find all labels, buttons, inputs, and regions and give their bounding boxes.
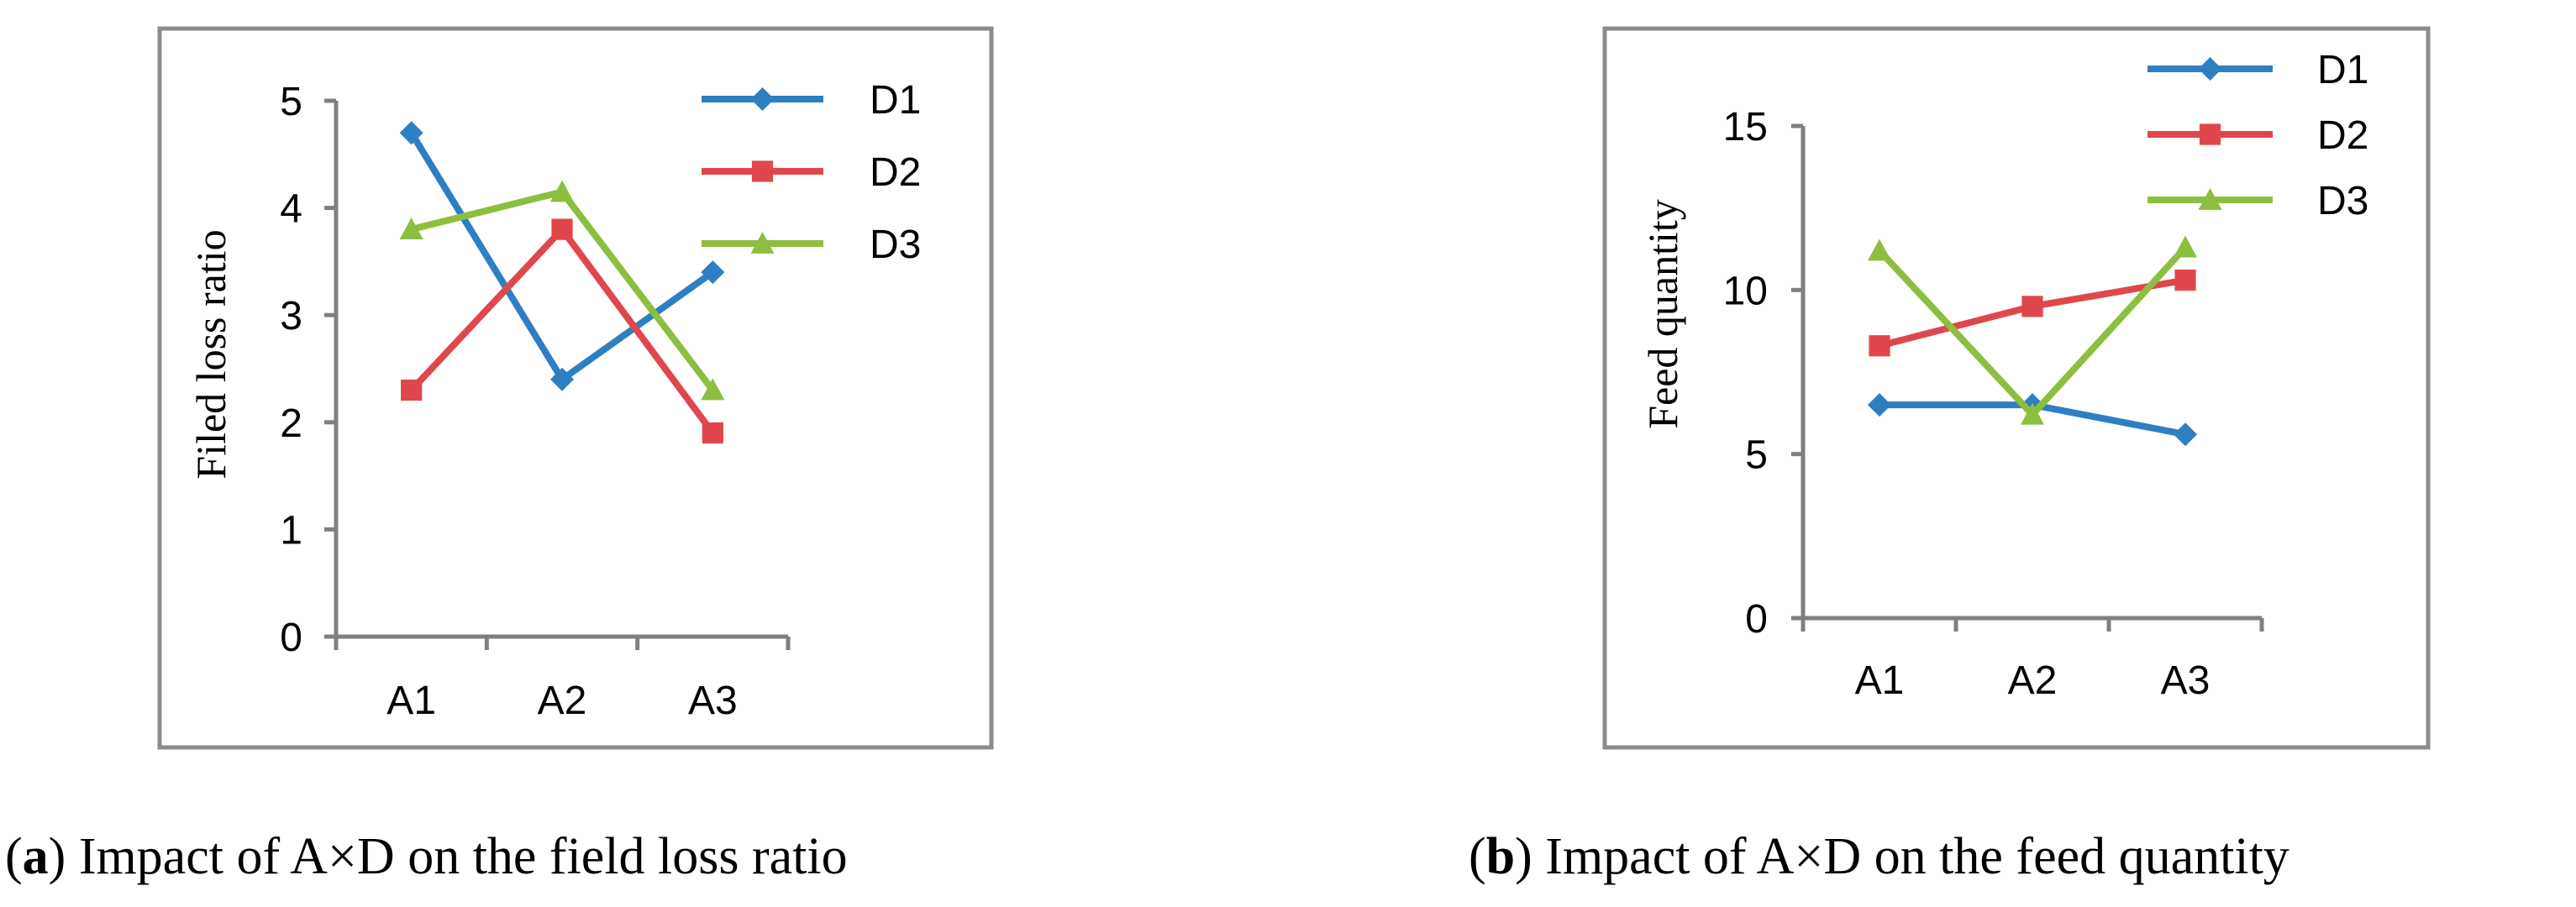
data-point-d2 (401, 379, 423, 401)
legend: D1 D2 D3 (702, 78, 921, 267)
y-tick-label: 0 (280, 616, 302, 660)
data-point-d3 (701, 378, 725, 401)
legend: D1 D2 D3 (2148, 48, 2368, 223)
series-layer (399, 121, 725, 444)
y-tick-label: 4 (280, 187, 302, 232)
data-point-d3 (2021, 402, 2044, 425)
chart-panel-a: Filed loss ratio 0 1 2 3 4 5 A1 A2 A3 D1 D2 D3 (157, 26, 994, 750)
data-point-d2 (2174, 270, 2196, 291)
data-point-d1 (701, 260, 725, 285)
data-point-d1 (550, 367, 574, 391)
x-tick-label: A3 (688, 679, 738, 723)
legend-marker-d3 (750, 232, 775, 254)
series-layer (1868, 235, 2197, 447)
legend-marker-d1 (750, 87, 775, 111)
legend-label-d3: D3 (2317, 179, 2368, 223)
legend-marker-d2 (2199, 123, 2221, 145)
y-tick-label: 1 (280, 508, 302, 553)
legend-label-d1: D1 (2317, 48, 2368, 92)
caption-text: Impact of A×D on the field loss ratio (66, 828, 847, 885)
y-tick-label: 2 (280, 401, 302, 446)
y-tick-label: 15 (1723, 105, 1768, 149)
legend-label-d3: D3 (870, 223, 921, 267)
chart-frame (1602, 26, 2431, 750)
caption-b: (b) Impact of A×D on the feed quantity (1469, 828, 2289, 885)
caption-letter: b (1486, 828, 1515, 885)
y-tick-label: 10 (1723, 269, 1768, 313)
y-tick-label: 3 (280, 294, 302, 338)
data-point-d3 (550, 180, 574, 202)
legend-label-d1: D1 (870, 78, 921, 123)
y-axis-title: Feed quantity (1639, 199, 1686, 429)
y-axis-title: Filed loss ratio (187, 229, 234, 479)
caption-a: (a) Impact of A×D on the field loss rati… (5, 828, 848, 885)
x-tick-label: A3 (2161, 658, 2211, 703)
data-point-d2 (702, 422, 723, 444)
x-tick-label: A2 (538, 679, 587, 723)
data-point-d1 (1868, 393, 1891, 417)
legend-label-d2: D2 (870, 150, 921, 195)
x-tick-label: A2 (2008, 658, 2058, 703)
caption-letter: a (23, 828, 49, 885)
chart-frame (157, 26, 994, 750)
legend-label-d2: D2 (2317, 113, 2368, 158)
chart-panel-b: Feed quantity 0 5 10 15 A1 A2 A3 D1 D2 D3 (1602, 26, 2431, 750)
axes: 0 1 2 3 4 5 A1 A2 A3 (280, 80, 791, 723)
y-tick-label: 5 (280, 80, 302, 124)
data-point-d1 (2174, 422, 2197, 447)
data-point-d3 (2174, 235, 2197, 258)
data-point-d2 (551, 218, 573, 240)
data-point-d1 (399, 121, 423, 145)
legend-marker-d1 (2198, 57, 2222, 81)
data-point-d3 (399, 218, 423, 240)
axes: 0 5 10 15 A1 A2 A3 (1723, 105, 2264, 703)
data-point-d2 (2021, 296, 2043, 317)
caption-text: Impact of A×D on the feed quantity (1532, 828, 2289, 885)
legend-marker-d3 (2198, 188, 2222, 210)
x-tick-label: A1 (1855, 658, 1905, 703)
y-tick-label: 5 (1745, 433, 1768, 478)
y-tick-label: 0 (1745, 597, 1768, 642)
data-point-d2 (1869, 335, 1890, 357)
data-point-d3 (1868, 239, 1891, 261)
x-tick-label: A1 (386, 679, 436, 723)
legend-marker-d2 (751, 160, 774, 182)
